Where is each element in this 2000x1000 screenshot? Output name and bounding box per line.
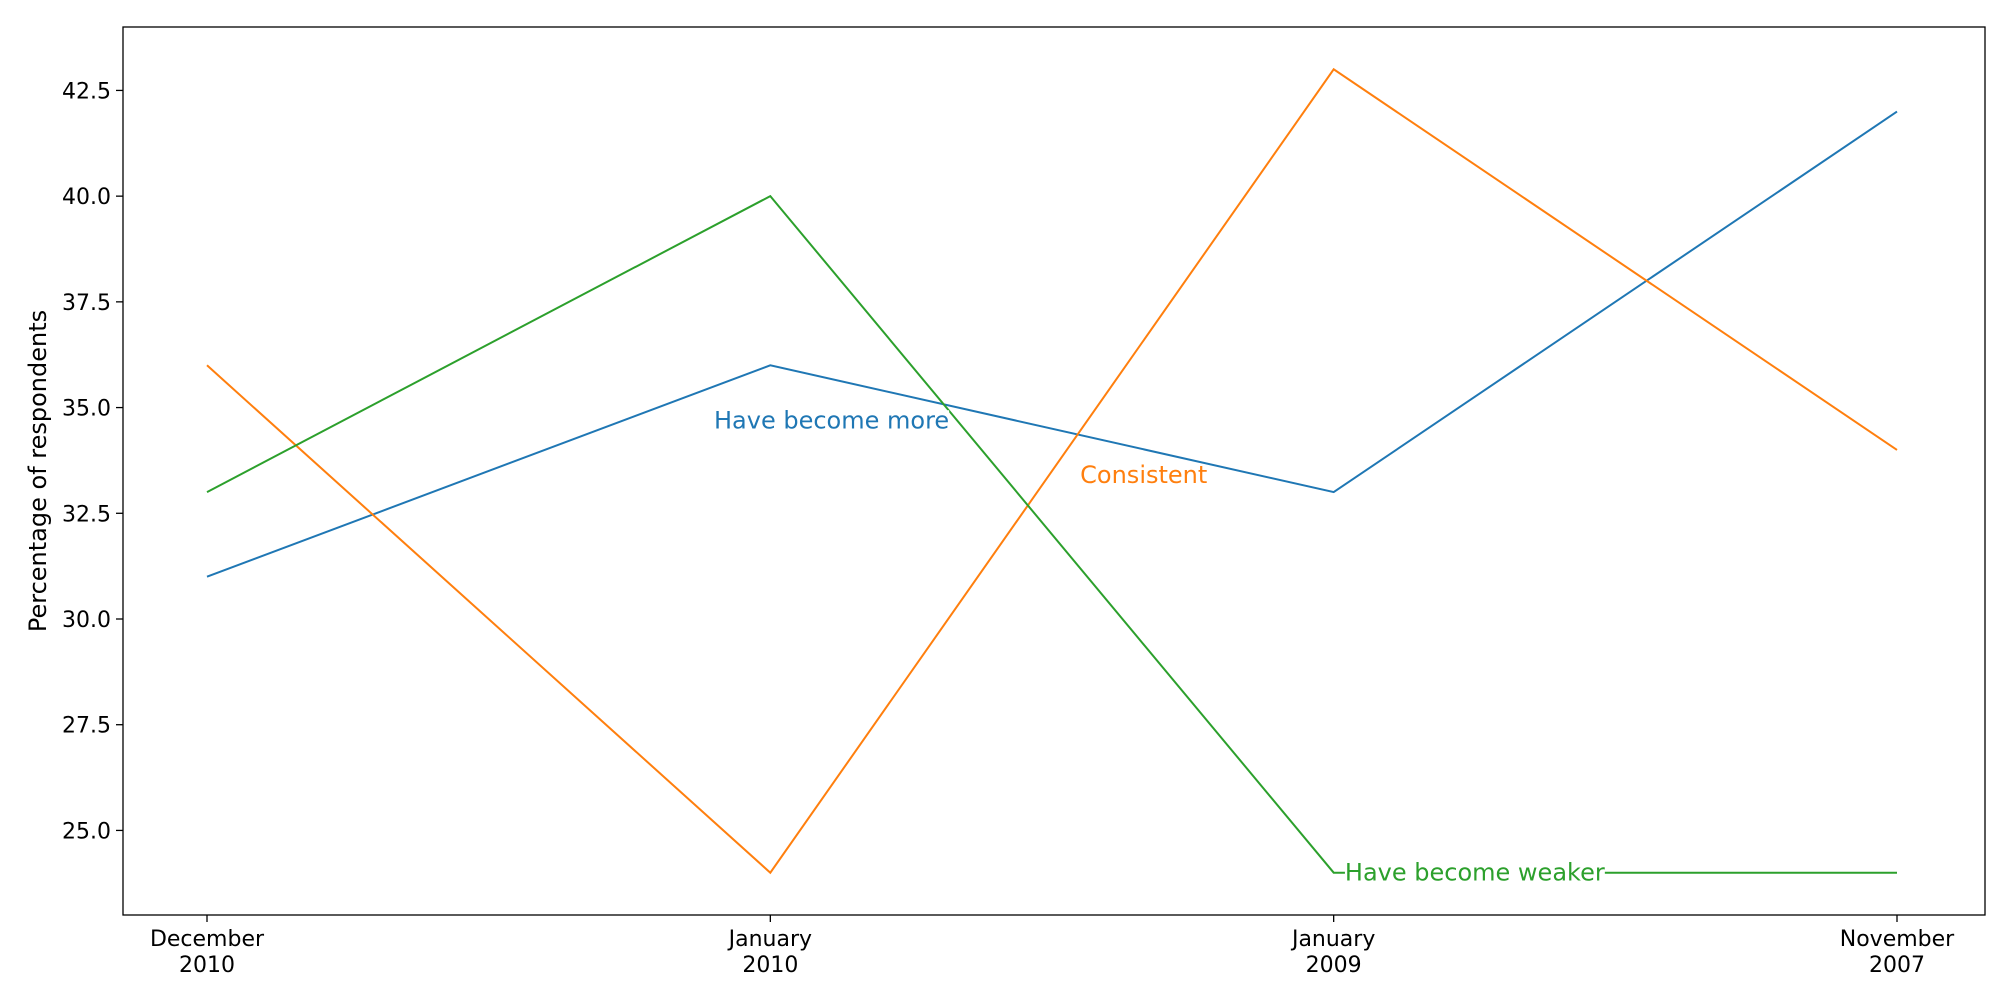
y-tick-label: 42.5 (62, 79, 111, 104)
x-tick-label: January (727, 927, 812, 952)
series-label: Have become more (714, 406, 949, 434)
series-line-have-become-weaker (206, 194, 1897, 874)
series-layer (206, 67, 1898, 875)
series-label-background (1080, 465, 1208, 486)
series-label-group: Have become weaker (1344, 859, 1605, 887)
x-tick-label: 2009 (1306, 953, 1362, 978)
y-tick-label: 30.0 (62, 608, 111, 633)
y-tick-label: 25.0 (62, 819, 111, 844)
y-tick-label: 35.0 (62, 397, 111, 422)
series-label: Consistent (1080, 461, 1207, 489)
y-tick-label: 32.5 (62, 502, 111, 527)
y-axis-label: Percentage of respondents (24, 310, 52, 632)
series-label-group: Have become more (714, 406, 950, 434)
x-tick-label: 2010 (179, 953, 235, 978)
plot-frame (122, 26, 1986, 916)
series-line-consistent (206, 67, 1898, 875)
series-label: Have become weaker (1345, 859, 1605, 887)
series-label-background (1344, 862, 1605, 883)
y-tick-label: 27.5 (62, 714, 111, 739)
y-tick-label: 37.5 (62, 291, 111, 316)
series-label-group: Consistent (1080, 461, 1208, 489)
y-tick-label: 40.0 (62, 185, 111, 210)
series-label-layer: Have become more Consistent Have become we… (714, 406, 1605, 887)
series-line-have-become-more (206, 110, 1898, 578)
x-tick-label: 2007 (1869, 953, 1925, 978)
x-tick-label: November (1840, 927, 1955, 952)
x-tick-label: December (150, 927, 265, 952)
y-axis-ticks: 25.0 27.5 30.0 32.5 35.0 37.5 40.0 42.5 (62, 79, 123, 844)
x-axis-ticks: December2010January2010January2009Novemb… (150, 915, 1955, 978)
x-tick-label: 2010 (742, 953, 798, 978)
x-tick-label: January (1290, 927, 1375, 952)
series-label-background (714, 410, 950, 431)
